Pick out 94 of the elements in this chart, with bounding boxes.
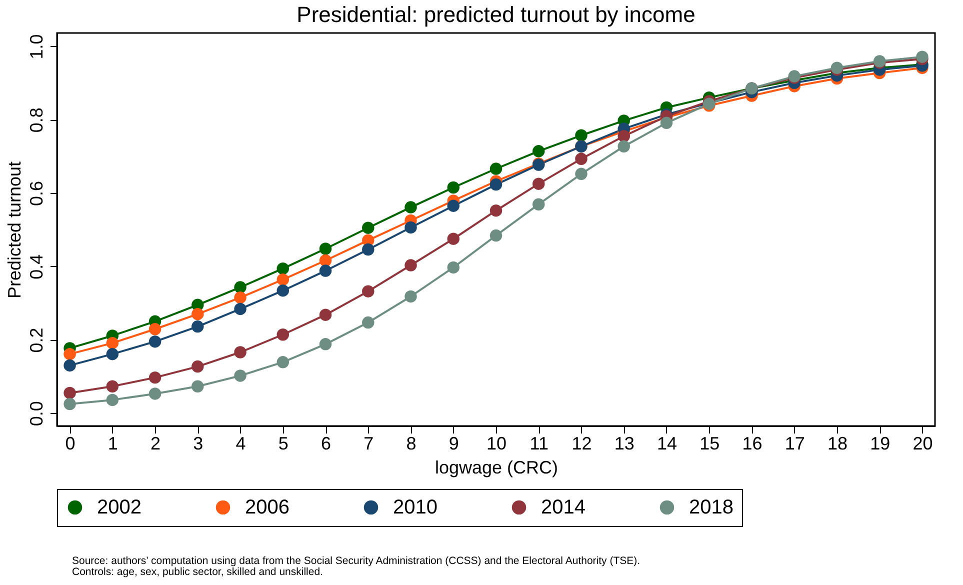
x-tick-label: 18 <box>827 434 848 454</box>
y-axis-title: Predicted turnout <box>4 161 24 299</box>
point <box>532 198 545 210</box>
legend-label: 2014 <box>541 496 586 518</box>
x-tick-label: 2 <box>150 434 161 454</box>
x-tick-label: 5 <box>278 434 288 454</box>
point <box>490 178 502 191</box>
point <box>362 285 374 298</box>
text: Controls: age, sex, public sector, skilled and unskilled. <box>72 566 324 578</box>
point <box>618 140 630 152</box>
legend-label: 2006 <box>245 496 290 518</box>
x-tick-label: 12 <box>572 434 592 454</box>
x-tick-label: 16 <box>742 434 762 454</box>
point <box>148 323 162 336</box>
point <box>276 356 290 368</box>
point <box>276 284 290 297</box>
point <box>490 204 502 217</box>
point <box>276 328 290 341</box>
point <box>447 200 460 212</box>
point <box>234 291 246 304</box>
point <box>575 168 588 180</box>
legend-label: 2002 <box>97 496 142 518</box>
x-tick-label: 3 <box>193 434 204 454</box>
y-tick-label: 1.0 <box>26 34 46 60</box>
chart-title: Presidential: predicted turnout by income <box>296 2 696 27</box>
point <box>447 261 460 274</box>
point <box>660 116 673 130</box>
x-tick-label: 20 <box>912 434 933 454</box>
x-tick-label: 13 <box>614 434 634 454</box>
source-note: Source: authors’ computation using data from the Social Security Administration (CCSS) and the Electoral Authority (TSE). <box>72 555 640 567</box>
x-tick-label: 10 <box>486 434 507 454</box>
y-tick-label: 0.8 <box>26 108 46 133</box>
point <box>490 162 502 175</box>
point <box>234 302 246 316</box>
y-tick-label: 0.4 <box>26 254 46 280</box>
point <box>618 130 630 142</box>
x-tick-label: 9 <box>448 434 459 454</box>
point <box>362 243 374 256</box>
y-tick-label: 0.6 <box>26 180 46 206</box>
x-tick-label: 0 <box>65 434 76 454</box>
point <box>532 145 545 158</box>
point <box>319 338 332 350</box>
point <box>447 232 460 245</box>
point <box>64 359 76 372</box>
x-tick-label: 7 <box>364 434 374 454</box>
point <box>404 201 417 214</box>
x-axis-title: logwage (CRC) <box>434 458 558 478</box>
point <box>447 181 460 194</box>
x-tick-label: 19 <box>870 434 890 454</box>
point <box>916 50 928 63</box>
point <box>404 290 417 303</box>
point <box>106 348 119 360</box>
point <box>192 320 204 333</box>
point <box>362 316 374 329</box>
point <box>192 380 204 392</box>
x-tick-label: 1 <box>108 434 118 454</box>
x-tick-label: 6 <box>321 434 332 454</box>
point <box>319 242 332 255</box>
point <box>64 398 76 410</box>
point <box>192 308 204 320</box>
point <box>362 222 374 234</box>
point <box>64 348 76 360</box>
point <box>148 371 162 384</box>
point <box>106 336 119 350</box>
point <box>234 281 246 294</box>
point <box>404 259 417 272</box>
point <box>64 386 76 400</box>
point <box>234 346 246 358</box>
y-tick-label: 0.2 <box>26 328 46 353</box>
point <box>106 394 119 406</box>
legend-label: 2010 <box>393 496 438 518</box>
x-tick-label: 8 <box>406 434 416 454</box>
point <box>490 229 502 242</box>
point <box>575 152 588 165</box>
x-tick-label: 14 <box>656 434 677 454</box>
point <box>148 335 162 348</box>
point <box>192 360 204 373</box>
point <box>319 308 332 321</box>
point <box>234 370 246 382</box>
point <box>319 264 332 277</box>
point <box>276 262 290 275</box>
point <box>319 254 332 267</box>
point <box>148 388 162 400</box>
legend-label: 2018 <box>689 496 734 518</box>
point <box>575 129 588 142</box>
y-tick-label: 0.0 <box>26 401 46 426</box>
point <box>106 380 119 392</box>
point <box>276 273 290 286</box>
x-tick-label: 17 <box>784 434 805 454</box>
point <box>404 221 417 234</box>
point <box>532 178 545 190</box>
x-tick-label: 15 <box>700 434 720 454</box>
x-tick-label: 4 <box>236 434 246 454</box>
x-tick-label: 11 <box>530 434 548 454</box>
